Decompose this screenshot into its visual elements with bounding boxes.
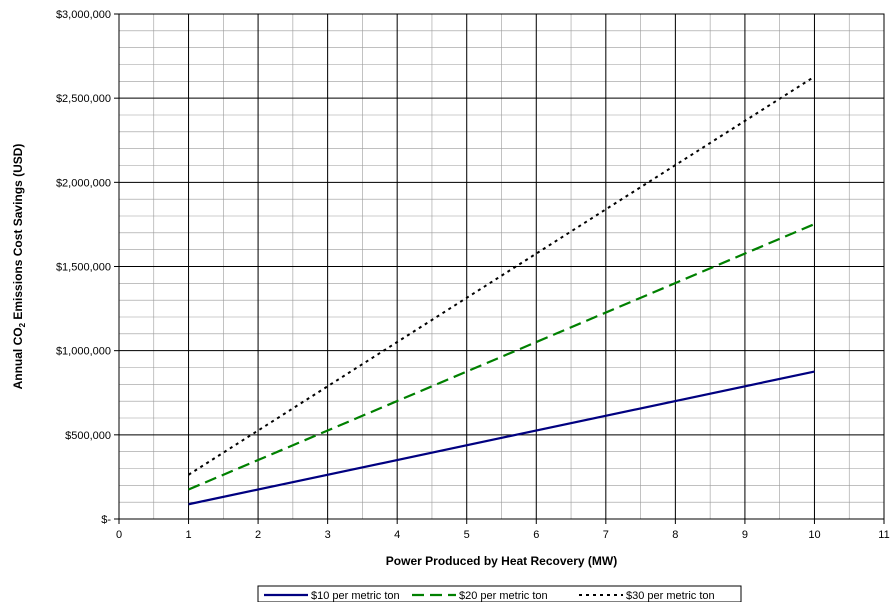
legend: $10 per metric ton $20 per metric ton $30 …	[257, 585, 742, 602]
x-tick-label: 10	[808, 529, 820, 541]
legend-label-2: $20 per metric ton	[459, 590, 548, 602]
y-axis-ticks: $- $500,000 $1,000,000 $1,500,000 $2,000,000…	[56, 9, 119, 526]
legend-box	[257, 585, 742, 602]
series-line-3	[188, 75, 815, 476]
x-tick-label: 9	[742, 529, 748, 541]
series-line-1	[188, 370, 815, 506]
y-tick-label: $2,500,000	[56, 93, 111, 105]
x-tick-label: 0	[116, 529, 122, 541]
x-axis-title: Power Produced by Heat Recovery (MW)	[386, 554, 617, 568]
x-tick-label: 6	[533, 529, 539, 541]
x-tick-label: 7	[603, 529, 609, 541]
y-axis-title: Annual CO2 Emissions Cost Savings (USD)	[11, 144, 27, 390]
legend-label-1: $10 per metric ton	[311, 590, 400, 602]
x-tick-label: 3	[325, 529, 331, 541]
x-tick-label: 8	[672, 529, 678, 541]
y-tick-label: $500,000	[65, 430, 111, 442]
y-axis-title-subscript: 2	[18, 322, 27, 327]
x-axis-ticks: 0 1 2 3 4 5 6 7 8 9 10 11	[116, 519, 890, 541]
y-tick-label: $-	[101, 514, 111, 526]
x-tick-label: 5	[464, 529, 470, 541]
series-line-2	[188, 223, 815, 491]
y-axis-title-rest: Emissions Cost Savings (USD)	[11, 144, 25, 323]
x-tick-label: 1	[185, 529, 191, 541]
x-tick-label: 2	[255, 529, 261, 541]
x-tick-label: 11	[878, 529, 889, 541]
y-tick-label: $3,000,000	[56, 9, 111, 21]
y-tick-label: $1,500,000	[56, 262, 111, 274]
y-tick-label: $2,000,000	[56, 177, 111, 189]
series-lines	[188, 75, 815, 506]
x-tick-label: 4	[394, 529, 400, 541]
y-axis-title-main: Annual CO	[11, 327, 25, 389]
legend-label-3: $30 per metric ton	[626, 590, 715, 602]
y-tick-label: $1,000,000	[56, 346, 111, 358]
